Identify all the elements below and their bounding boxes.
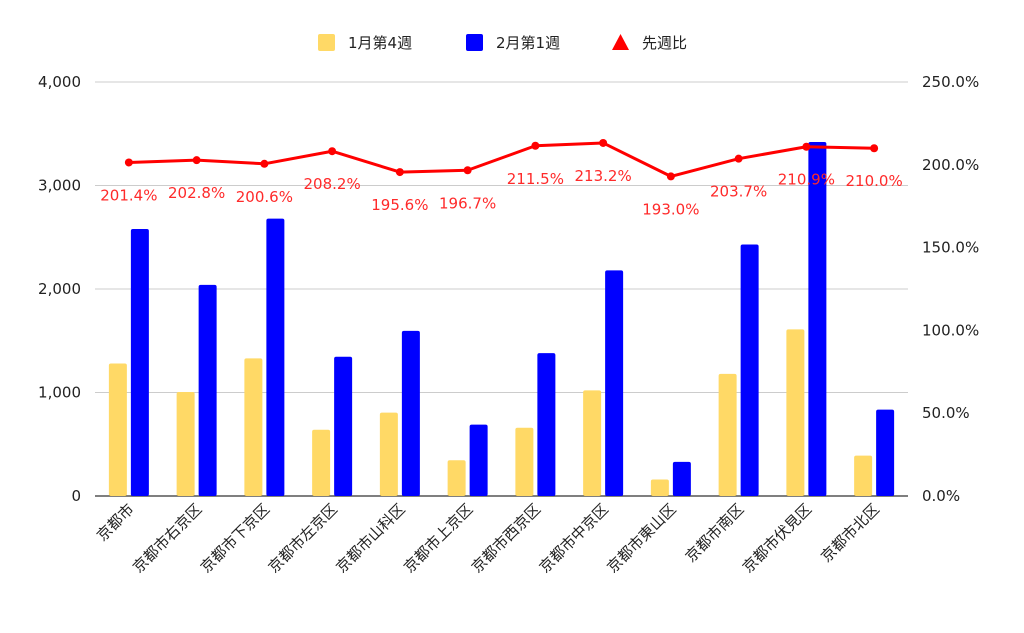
y-left-tick-label: 3,000 bbox=[38, 177, 81, 195]
y-left-tick-label: 2,000 bbox=[38, 280, 81, 298]
bar bbox=[447, 460, 466, 496]
bar bbox=[176, 391, 195, 496]
legend-swatch bbox=[612, 34, 629, 50]
data-labels: 201.4% 202.8% 200.6% 208.2% 195.6% 196.7% 211.… bbox=[100, 167, 902, 218]
line-point bbox=[734, 154, 743, 163]
legend-label: 1月第4週 bbox=[348, 34, 412, 52]
y-right-tick-label: 150.0% bbox=[922, 239, 979, 257]
x-tick-label: 京都市伏見区 bbox=[739, 500, 815, 576]
bar bbox=[401, 330, 420, 496]
x-tick-label: 京都市北区 bbox=[817, 500, 883, 566]
y-left-tick-label: 1,000 bbox=[38, 384, 81, 402]
bar bbox=[379, 412, 398, 496]
y-right-tick-label: 250.0% bbox=[922, 73, 979, 91]
y-right-tick-label: 0.0% bbox=[922, 487, 960, 505]
x-tick-label: 京都市下京区 bbox=[197, 500, 273, 576]
bar bbox=[130, 228, 149, 496]
bar bbox=[334, 356, 353, 496]
legend-label: 先週比 bbox=[642, 34, 687, 52]
y-right-tick-label: 200.0% bbox=[922, 156, 979, 174]
x-tick-label: 京都市右京区 bbox=[129, 500, 205, 576]
data-label: 210.0% bbox=[846, 172, 903, 190]
data-label: 201.4% bbox=[100, 186, 157, 204]
y-right-tick-label: 50.0% bbox=[922, 404, 970, 422]
data-label: 213.2% bbox=[575, 167, 632, 185]
x-tick-label: 京都市左京区 bbox=[265, 500, 341, 576]
x-tick-label: 京都市山科区 bbox=[332, 500, 408, 576]
y-left-tick-label: 4,000 bbox=[38, 73, 81, 91]
line-point bbox=[666, 172, 675, 181]
data-label: 210.9% bbox=[778, 171, 835, 189]
line-point bbox=[260, 159, 269, 168]
legend-swatch bbox=[466, 34, 483, 51]
bar bbox=[108, 363, 127, 496]
bar bbox=[786, 329, 805, 496]
gridlines bbox=[95, 81, 908, 497]
bar bbox=[244, 358, 263, 496]
bar bbox=[718, 373, 737, 496]
data-label: 193.0% bbox=[642, 200, 699, 218]
x-tick-label: 京都市東山区 bbox=[603, 500, 679, 576]
x-tick-label: 京都市 bbox=[93, 500, 138, 545]
line-point bbox=[463, 166, 472, 175]
data-label: 200.6% bbox=[236, 188, 293, 206]
line-point bbox=[124, 158, 133, 167]
data-label: 208.2% bbox=[304, 175, 361, 193]
data-label: 203.7% bbox=[710, 183, 767, 201]
bar bbox=[650, 479, 669, 496]
data-label: 202.8% bbox=[168, 184, 225, 202]
bar bbox=[515, 427, 534, 496]
bar bbox=[312, 429, 331, 496]
bar bbox=[672, 461, 691, 496]
ratio-line bbox=[124, 138, 879, 181]
bar bbox=[198, 284, 217, 496]
line-point bbox=[192, 156, 201, 165]
series-line bbox=[128, 141, 875, 178]
bar bbox=[537, 353, 556, 496]
legend-label: 2月第1週 bbox=[496, 34, 560, 52]
x-tick-label: 京都市中京区 bbox=[536, 500, 612, 576]
y-right-tick-label: 100.0% bbox=[922, 321, 979, 339]
bar bbox=[876, 409, 895, 496]
data-label: 195.6% bbox=[371, 196, 428, 214]
x-tick-label: 京都市上京区 bbox=[400, 500, 476, 576]
x-tick-label: 京都市南区 bbox=[682, 500, 748, 566]
bar bbox=[583, 390, 602, 496]
bar bbox=[740, 244, 759, 496]
bar bbox=[266, 218, 285, 496]
data-label: 196.7% bbox=[439, 194, 496, 212]
bar bbox=[469, 424, 488, 496]
bars bbox=[108, 142, 895, 496]
x-tick-label: 京都市西京区 bbox=[468, 500, 544, 576]
legend-swatch bbox=[318, 34, 335, 51]
bar bbox=[808, 142, 827, 496]
line-point bbox=[395, 168, 404, 177]
bar bbox=[854, 455, 873, 496]
line-point bbox=[870, 144, 879, 153]
data-label: 211.5% bbox=[507, 170, 564, 188]
bar bbox=[605, 270, 624, 496]
line-point bbox=[328, 147, 337, 156]
y-left-tick-label: 0 bbox=[71, 487, 81, 505]
line-point bbox=[599, 138, 608, 147]
legend: 1月第4週 2月第1週 先週比 bbox=[318, 34, 687, 52]
line-point bbox=[531, 141, 540, 150]
line-point bbox=[802, 142, 811, 151]
